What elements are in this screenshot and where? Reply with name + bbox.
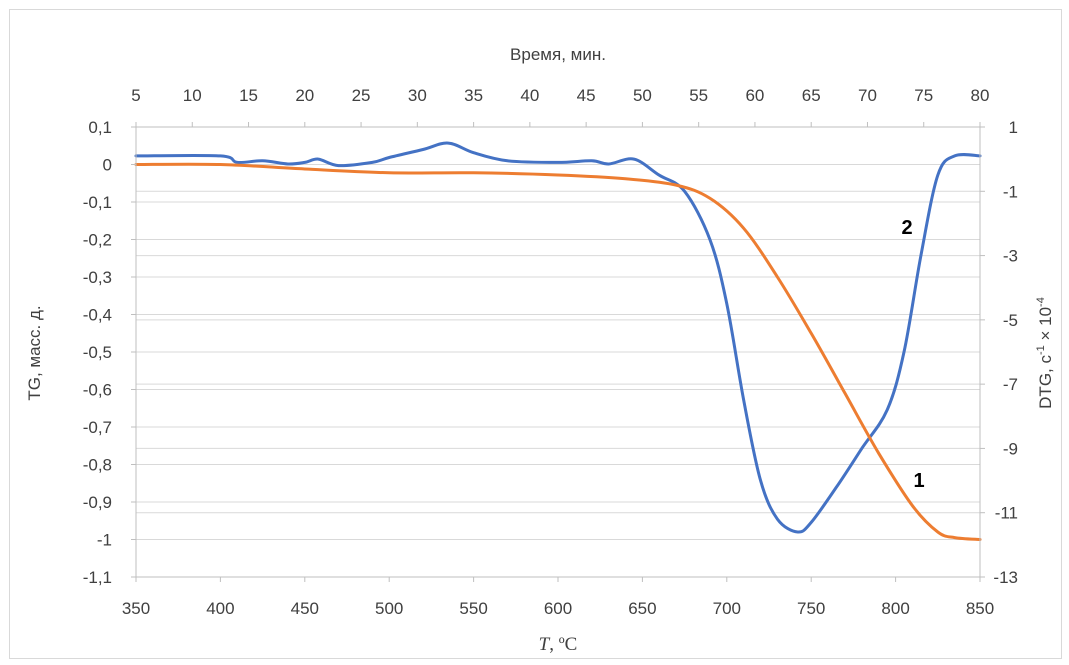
top-tick-label: 75 <box>914 86 933 105</box>
right-tick-label: -13 <box>993 568 1018 587</box>
top-tick-label: 15 <box>239 86 258 105</box>
bottom-tick-label: 600 <box>544 599 572 618</box>
bottom-tick-label: 350 <box>122 599 150 618</box>
right-axis-title: DTG, c-1 × 10-4 <box>1035 297 1055 409</box>
left-tick-label: -0,9 <box>83 493 112 512</box>
chart-frame <box>9 9 1062 659</box>
left-tick-label: -0,8 <box>83 456 112 475</box>
top-tick-label: 65 <box>802 86 821 105</box>
left-tick-label: -0,7 <box>83 418 112 437</box>
top-tick-label: 70 <box>858 86 877 105</box>
bottom-tick-label: 750 <box>797 599 825 618</box>
top-tick-label: 35 <box>464 86 483 105</box>
axes <box>131 122 985 582</box>
top-tick-label: 40 <box>520 86 539 105</box>
bottom-tick-label: 850 <box>966 599 994 618</box>
right-tick-label: 1 <box>1009 118 1018 137</box>
series-label-1: 1 <box>913 470 924 492</box>
top-tick-label: 10 <box>183 86 202 105</box>
bottom-tick-label: 450 <box>291 599 319 618</box>
series-line-2 <box>134 141 982 534</box>
top-tick-label: 55 <box>689 86 708 105</box>
right-tick-label: -11 <box>995 504 1018 523</box>
top-tick-label: 80 <box>971 86 990 105</box>
top-tick-label: 60 <box>745 86 764 105</box>
left-tick-label: -0,1 <box>83 193 112 212</box>
right-axis-title-sup2: -4 <box>1035 297 1047 307</box>
series-line-1 <box>134 162 982 541</box>
right-tick-label: -7 <box>1003 375 1018 394</box>
bottom-tick-label: 550 <box>459 599 487 618</box>
top-tick-label: 25 <box>352 86 371 105</box>
bottom-tick-label: 650 <box>628 599 656 618</box>
bottom-axis-title-italic: T <box>539 634 551 655</box>
bottom-axis-title: T, ºC <box>539 634 578 655</box>
top-tick-label: 5 <box>131 86 140 105</box>
left-tick-label: -1,1 <box>83 568 112 587</box>
bottom-tick-label: 800 <box>881 599 909 618</box>
left-tick-label: -0,3 <box>83 268 112 287</box>
right-tick-label: -3 <box>1003 247 1018 266</box>
bottom-axis-title-rest: , ºC <box>549 634 577 655</box>
tick-labels: 0,1 0 -0,1 -0,2 -0,3 -0,4 -0,5 -0,6 -0,7 -0,8 -0,9… <box>83 86 1018 618</box>
left-tick-label: -0,6 <box>83 381 112 400</box>
top-tick-label: 20 <box>295 86 314 105</box>
left-tick-label: -0,4 <box>83 306 112 325</box>
left-tick-label: -0,2 <box>83 231 112 250</box>
left-axis-title: TG, масс. д. <box>25 305 44 400</box>
top-axis-title: Время, мин. <box>510 45 606 64</box>
bottom-tick-label: 400 <box>206 599 234 618</box>
left-tick-label: 0,1 <box>88 118 112 137</box>
top-tick-label: 45 <box>577 86 596 105</box>
right-axis-title-mid: × 10 <box>1036 307 1055 345</box>
bottom-tick-label: 700 <box>713 599 741 618</box>
series-group <box>134 141 982 541</box>
right-tick-label: -1 <box>1003 182 1018 201</box>
right-tick-label: -5 <box>1003 311 1018 330</box>
bottom-tick-label: 500 <box>375 599 403 618</box>
right-axis-title-sup1: -1 <box>1035 345 1047 355</box>
top-tick-label: 30 <box>408 86 427 105</box>
right-axis-title-main: DTG, c <box>1036 355 1055 409</box>
left-tick-label: -1 <box>97 531 112 550</box>
right-tick-label: -9 <box>1003 439 1018 458</box>
top-tick-label: 50 <box>633 86 652 105</box>
gridlines <box>136 126 980 540</box>
left-tick-label: 0 <box>103 156 112 175</box>
left-tick-label: -0,5 <box>83 343 112 362</box>
series-label-2: 2 <box>901 217 912 239</box>
